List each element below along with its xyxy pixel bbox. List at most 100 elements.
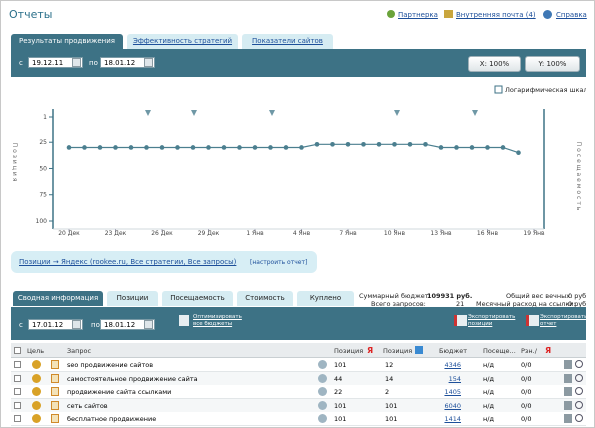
calendar-icon[interactable] (72, 58, 81, 67)
column-header[interactable]: Бюджет (439, 347, 468, 355)
marker (472, 110, 478, 116)
goal-icon[interactable] (32, 400, 41, 410)
budget-link[interactable]: 154 (448, 374, 461, 383)
y-tick-label: 25 (39, 139, 47, 146)
edit-icon[interactable] (564, 400, 572, 410)
tab[interactable]: Позиции (107, 291, 158, 306)
edit-icon[interactable] (564, 373, 572, 383)
y2-axis-label: Посещаемость (575, 142, 582, 213)
x-tick-label: 10 Янв (384, 230, 406, 237)
chart: Логарифмическая шкала Позиция Посещаемос… (11, 77, 586, 249)
x-tick-label: 4 Янв (293, 230, 311, 237)
marker (394, 110, 400, 116)
zoom-button[interactable]: Y: 100% (525, 56, 580, 72)
goal-icon[interactable] (32, 373, 41, 383)
calendar-icon[interactable] (144, 320, 153, 329)
tab[interactable]: Посещаемость (162, 291, 233, 306)
x-tick-label: 20 Дек (58, 230, 80, 237)
cell: продвижение сайта ссылками (67, 388, 172, 397)
zoom-button[interactable]: X: 100% (468, 56, 521, 72)
cell: 44 (334, 374, 343, 383)
point (97, 145, 103, 150)
column-header[interactable]: Позиция (334, 347, 364, 355)
cell: н/д (483, 388, 494, 397)
checkbox[interactable] (494, 85, 503, 94)
header-link[interactable]: Внутренняя почта (4) (456, 11, 536, 19)
optimize-link[interactable]: Оптимизировать все бюджеты (193, 314, 242, 327)
icon (415, 346, 423, 354)
table-header (11, 343, 586, 358)
column-header[interactable]: Цель (27, 347, 45, 355)
point (299, 145, 304, 150)
date-input[interactable]: 18.01.12 (100, 319, 155, 330)
point (190, 145, 196, 150)
report-bar (11, 251, 317, 273)
checkbox[interactable] (14, 361, 21, 368)
engine-icon (51, 400, 59, 410)
checkbox[interactable] (14, 347, 21, 354)
report-path[interactable]: Позиции → Яндекс (rookee.ru, Все стратег… (19, 258, 237, 266)
cell: сеть сайтов (67, 401, 108, 410)
summary-label: Общий вес вечных: (506, 292, 573, 300)
column-header[interactable]: Посеще... (483, 347, 516, 355)
y-tick-label: 50 (39, 165, 47, 172)
checkbox[interactable] (14, 374, 21, 382)
edit-icon[interactable] (564, 414, 572, 424)
tab[interactable]: Эффективность стратегий (127, 34, 238, 49)
tab[interactable]: Показатели сайтов (242, 34, 333, 49)
search-icon[interactable] (575, 387, 583, 396)
marker (191, 110, 197, 116)
cell: 101 (385, 415, 398, 424)
date-input[interactable]: 17.01.12 (28, 319, 83, 330)
tab[interactable]: Куплено (297, 291, 354, 306)
icon (543, 10, 552, 19)
checkbox[interactable] (14, 415, 21, 423)
export-link[interactable]: Экспортировать отчет (540, 314, 588, 327)
table-row (11, 385, 586, 400)
cell: 0/0 (521, 401, 532, 410)
date-input[interactable]: 18.01.12 (100, 57, 155, 68)
header-link[interactable]: Партнерка (398, 11, 438, 19)
checkbox[interactable] (14, 401, 21, 409)
point (376, 142, 382, 147)
header-link[interactable]: Справка (556, 11, 587, 19)
tab[interactable]: Стоимость (237, 291, 293, 306)
search-icon[interactable] (575, 373, 583, 382)
report-link[interactable]: [настроить отчет] (250, 259, 308, 266)
engine-icon (51, 414, 59, 424)
budget-link[interactable]: 4346 (444, 361, 461, 369)
edit-icon[interactable] (564, 387, 572, 397)
cell: seo продвижение сайтов (67, 361, 154, 369)
point (314, 142, 320, 147)
search-icon[interactable] (575, 400, 583, 409)
tab[interactable]: Сводная информация (13, 291, 103, 306)
cell: 0/0 (521, 388, 532, 397)
search-icon[interactable] (575, 360, 583, 368)
calendar-icon[interactable] (72, 320, 81, 329)
budget-link[interactable]: 6040 (444, 401, 461, 410)
edit-icon[interactable] (564, 360, 572, 369)
export-link[interactable]: Экспортировать позиции (468, 314, 516, 327)
point (516, 150, 521, 156)
cell: 0/0 (521, 415, 532, 424)
tab[interactable]: Результаты продвижения (11, 34, 123, 49)
budget-link[interactable]: 1405 (444, 388, 461, 397)
cell: н/д (483, 374, 494, 383)
point (252, 145, 258, 150)
checkbox[interactable] (14, 388, 21, 396)
column-header[interactable]: Запрос (67, 347, 92, 355)
cell: бесплатное продвижение (67, 415, 157, 424)
column-header[interactable]: Рзн./ (521, 347, 537, 355)
icon (318, 360, 327, 369)
search-icon[interactable] (575, 414, 583, 423)
date-input[interactable]: 19.12.11 (28, 57, 83, 68)
goal-icon[interactable] (32, 387, 41, 397)
goal-icon[interactable] (32, 414, 41, 424)
budget-link[interactable]: 1414 (444, 415, 461, 424)
calendar-icon[interactable] (144, 58, 153, 67)
cell: н/д (483, 361, 494, 369)
column-header[interactable]: Позиция (383, 347, 413, 355)
cell: самостоятельное продвижение сайта (67, 374, 198, 383)
point (469, 145, 475, 150)
goal-icon[interactable] (32, 360, 41, 369)
